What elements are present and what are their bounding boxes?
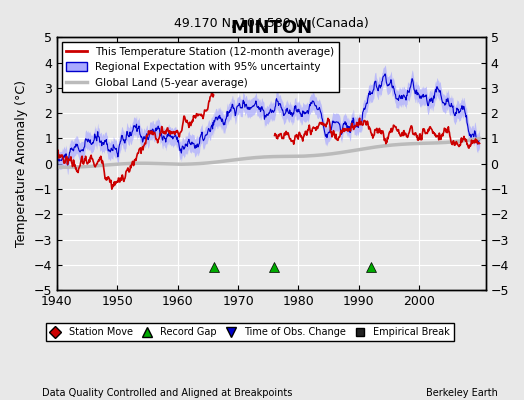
Legend: Station Move, Record Gap, Time of Obs. Change, Empirical Break: Station Move, Record Gap, Time of Obs. C… [46,323,454,341]
Text: 49.170 N, 104.580 W (Canada): 49.170 N, 104.580 W (Canada) [174,17,369,30]
Text: Berkeley Earth: Berkeley Earth [426,388,498,398]
Title: MINTON: MINTON [230,19,312,37]
Text: Data Quality Controlled and Aligned at Breakpoints: Data Quality Controlled and Aligned at B… [42,388,292,398]
Y-axis label: Temperature Anomaly (°C): Temperature Anomaly (°C) [15,80,28,247]
